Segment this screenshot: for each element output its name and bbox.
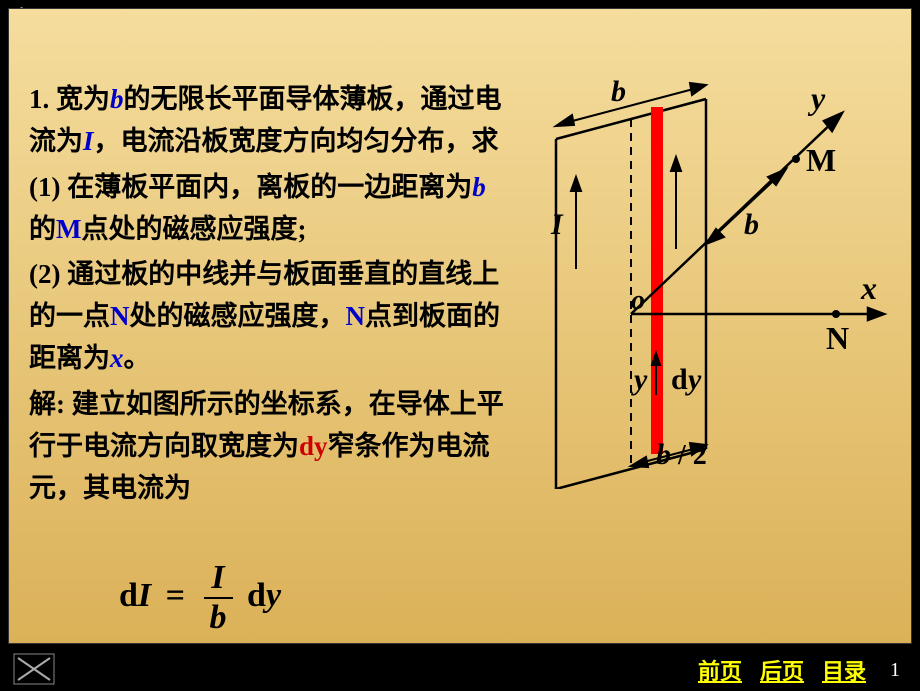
text: 1. 宽为 xyxy=(29,84,110,114)
point-N: N xyxy=(346,301,366,331)
physics-diagram: b y M b I o x N y d y b / 2 xyxy=(506,69,896,489)
label-x-axis: x xyxy=(860,270,877,306)
formula-dI: dI = I b dy xyxy=(119,559,281,637)
label-N: N xyxy=(826,320,849,356)
label-b-mid: b xyxy=(744,208,759,241)
label-y-el: y xyxy=(631,363,648,396)
slide-body: 1. 宽为b的无限长平面导体薄板，通过电流为I，电流沿板宽度方向均匀分布，求 (… xyxy=(8,8,912,644)
text: (1) 在薄板平面内，离板的一边距离为 xyxy=(29,172,472,202)
prev-link[interactable]: 前页 xyxy=(698,654,742,686)
var-I: I xyxy=(83,126,94,156)
var-b: b xyxy=(110,84,124,114)
paragraph-1: 1. 宽为b的无限长平面导体薄板，通过电流为I，电流沿板宽度方向均匀分布，求 xyxy=(29,79,509,163)
label-M: M xyxy=(806,142,836,178)
label-y-axis: y xyxy=(807,80,826,116)
diff-d: d xyxy=(247,577,266,614)
text: 的 xyxy=(29,214,56,244)
text: ，电流沿板宽度方向均匀分布，求 xyxy=(94,126,499,156)
label-dy-d: d xyxy=(671,363,688,396)
text: 处的磁感应强度， xyxy=(130,301,346,331)
page-number: 1 xyxy=(890,659,900,682)
diff-d: d xyxy=(119,577,138,614)
var-b: b xyxy=(472,172,486,202)
paragraph-2: (1) 在薄板平面内，离板的一边距离为b 的M点处的磁感应强度; xyxy=(29,167,509,251)
label-o: o xyxy=(631,285,645,316)
toc-link[interactable]: 目录 xyxy=(822,654,866,686)
label-dy-y: y xyxy=(685,363,702,396)
footer-nav: 前页 后页 目录 1 xyxy=(698,654,900,686)
diff-d: d xyxy=(299,431,314,461)
denominator: b xyxy=(204,599,233,637)
point-N: N xyxy=(110,301,130,331)
var-x: x xyxy=(110,343,124,373)
var-I: I xyxy=(138,577,151,614)
diagram-svg: b y M b I o x N y d y b / 2 xyxy=(506,69,896,489)
equals: = xyxy=(166,577,185,614)
point-M: M xyxy=(56,214,81,244)
paragraph-4: 解: 建立如图所示的坐标系，在导体上平行于电流方向取宽度为dy窄条作为电流元，其… xyxy=(29,384,509,510)
label-I: I xyxy=(550,208,564,241)
label-b-top: b xyxy=(611,75,626,108)
next-link[interactable]: 后页 xyxy=(760,654,804,686)
problem-text: 1. 宽为b的无限长平面导体薄板，通过电流为I，电流沿板宽度方向均匀分布，求 (… xyxy=(29,79,509,513)
exit-icon[interactable] xyxy=(12,652,56,686)
text: 。 xyxy=(124,343,151,373)
text: 点处的磁感应强度; xyxy=(81,214,306,244)
var-y: y xyxy=(266,577,281,614)
paragraph-3: (2) 通过板的中线并与板面垂直的直线上的一点N处的磁感应强度，N点到板面的距离… xyxy=(29,254,509,380)
diff-y: y xyxy=(314,431,328,461)
fraction: I b xyxy=(204,559,233,637)
numerator: I xyxy=(204,559,233,599)
